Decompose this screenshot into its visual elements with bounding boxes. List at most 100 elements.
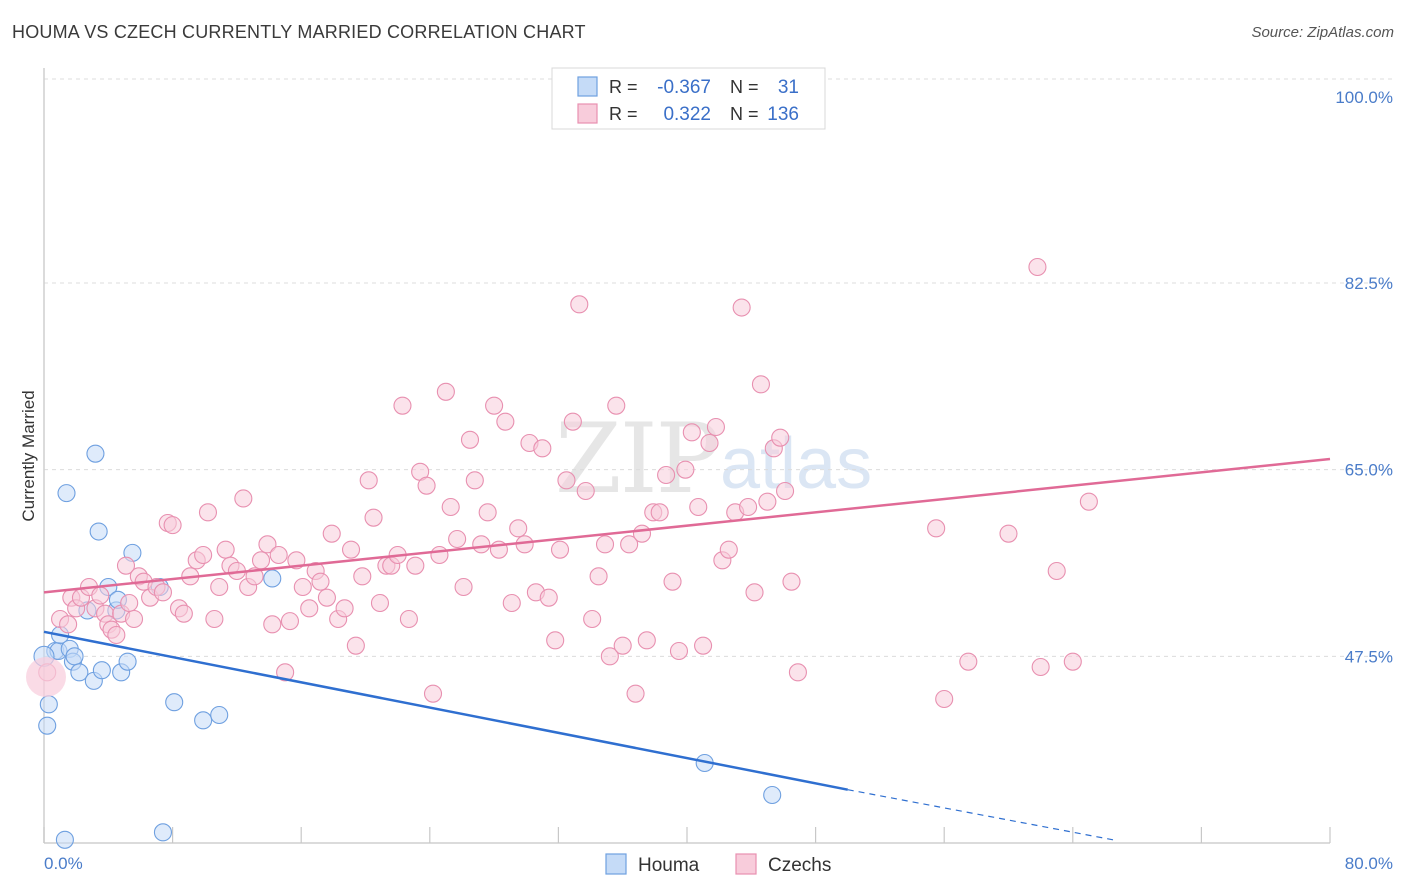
data-point: [706, 417, 725, 437]
data-point: [216, 540, 235, 559]
series-czechs-points: [38, 257, 1098, 709]
data-point: [546, 631, 565, 650]
stats-swatch-czechs: [577, 103, 598, 124]
data-point: [263, 569, 282, 588]
data-point: [732, 298, 751, 317]
data-point: [613, 636, 632, 655]
stats-r-value: -0.367: [657, 77, 711, 98]
data-point: [205, 609, 224, 629]
data-point: [776, 481, 795, 501]
watermark-atlas: atlas: [720, 424, 872, 504]
data-point: [86, 444, 105, 463]
data-point: [263, 615, 282, 634]
data-point: [57, 484, 76, 503]
data-point: [700, 433, 719, 453]
data-point: [509, 519, 528, 538]
data-point: [637, 631, 656, 650]
data-point: [626, 684, 645, 703]
data-point: [163, 516, 182, 535]
trend-line-houma: [43, 630, 848, 791]
data-point: [460, 430, 480, 449]
data-point: [194, 711, 213, 730]
data-point: [317, 588, 336, 607]
data-point: [999, 524, 1018, 543]
data-point: [927, 519, 946, 538]
data-point: [485, 396, 504, 415]
data-point: [417, 476, 436, 495]
data-point: [496, 412, 515, 431]
data-point: [276, 663, 295, 682]
data-point: [557, 471, 576, 490]
data-point: [632, 524, 652, 543]
chart-title: HOUMA VS CZECH CURRENTLY MARRIED CORRELA…: [12, 22, 586, 42]
data-point: [758, 492, 777, 511]
data-point: [935, 689, 954, 709]
data-point: [59, 615, 78, 634]
data-point: [165, 693, 184, 712]
data-point: [751, 375, 770, 394]
data-point: [472, 535, 491, 554]
legend-label-houma: Houma: [638, 855, 700, 876]
stats-legend: R = -0.367 N = 31 R = 0.322 N = 136: [551, 67, 826, 130]
stats-r-label: R =: [609, 104, 638, 124]
data-point: [576, 481, 595, 501]
grid-lines: [44, 78, 1393, 657]
data-point: [589, 567, 608, 586]
data-point: [251, 551, 271, 570]
data-point: [478, 503, 497, 522]
data-point: [595, 535, 615, 554]
y-tick-label: 100.0%: [1335, 88, 1393, 107]
data-point: [341, 540, 361, 559]
data-point: [234, 489, 253, 508]
legend-swatch-houma: [605, 853, 627, 875]
data-point: [153, 583, 173, 602]
data-point: [198, 503, 218, 522]
data-point: [959, 652, 978, 671]
data-point: [210, 577, 229, 597]
data-point: [346, 636, 365, 655]
data-point: [399, 609, 418, 629]
data-point: [465, 471, 484, 490]
data-point: [448, 529, 467, 549]
data-point: [1047, 561, 1066, 581]
y-axis-label: Currently Married: [19, 390, 38, 521]
data-point: [788, 663, 807, 682]
trend-line-extension: [847, 789, 1114, 841]
data-point: [682, 423, 701, 442]
legend-swatch-czechs: [735, 853, 757, 875]
data-point: [353, 567, 372, 586]
stats-n-label: N =: [730, 104, 759, 124]
data-point: [118, 652, 137, 671]
stats-n-label: N =: [730, 77, 759, 97]
data-point: [454, 577, 473, 597]
y-tick-label: 65.0%: [1345, 461, 1393, 480]
data-point: [1079, 492, 1098, 511]
data-point: [763, 785, 782, 805]
data-point: [502, 593, 521, 613]
data-point: [120, 593, 139, 613]
data-point: [657, 465, 676, 485]
data-point: [607, 396, 626, 415]
trend-line-czechs: [43, 457, 1331, 594]
data-point: [663, 572, 682, 591]
legend-label-czechs: Czechs: [768, 855, 831, 876]
stats-r-label: R =: [609, 77, 638, 97]
data-point: [55, 830, 74, 849]
data-point: [563, 412, 582, 431]
data-point: [406, 556, 425, 575]
data-point: [1028, 257, 1047, 277]
data-point: [300, 599, 319, 618]
data-point-cluster: [26, 657, 66, 697]
data-point: [441, 497, 460, 517]
data-point: [539, 588, 558, 607]
data-point: [570, 295, 589, 314]
data-point: [194, 545, 213, 565]
data-point: [676, 460, 695, 479]
x-tick-label-min: 0.0%: [44, 854, 83, 873]
data-point: [116, 556, 136, 575]
data-point: [153, 823, 173, 842]
data-point: [620, 535, 639, 554]
data-point: [430, 545, 449, 565]
data-point: [550, 540, 570, 559]
data-point: [91, 586, 110, 605]
